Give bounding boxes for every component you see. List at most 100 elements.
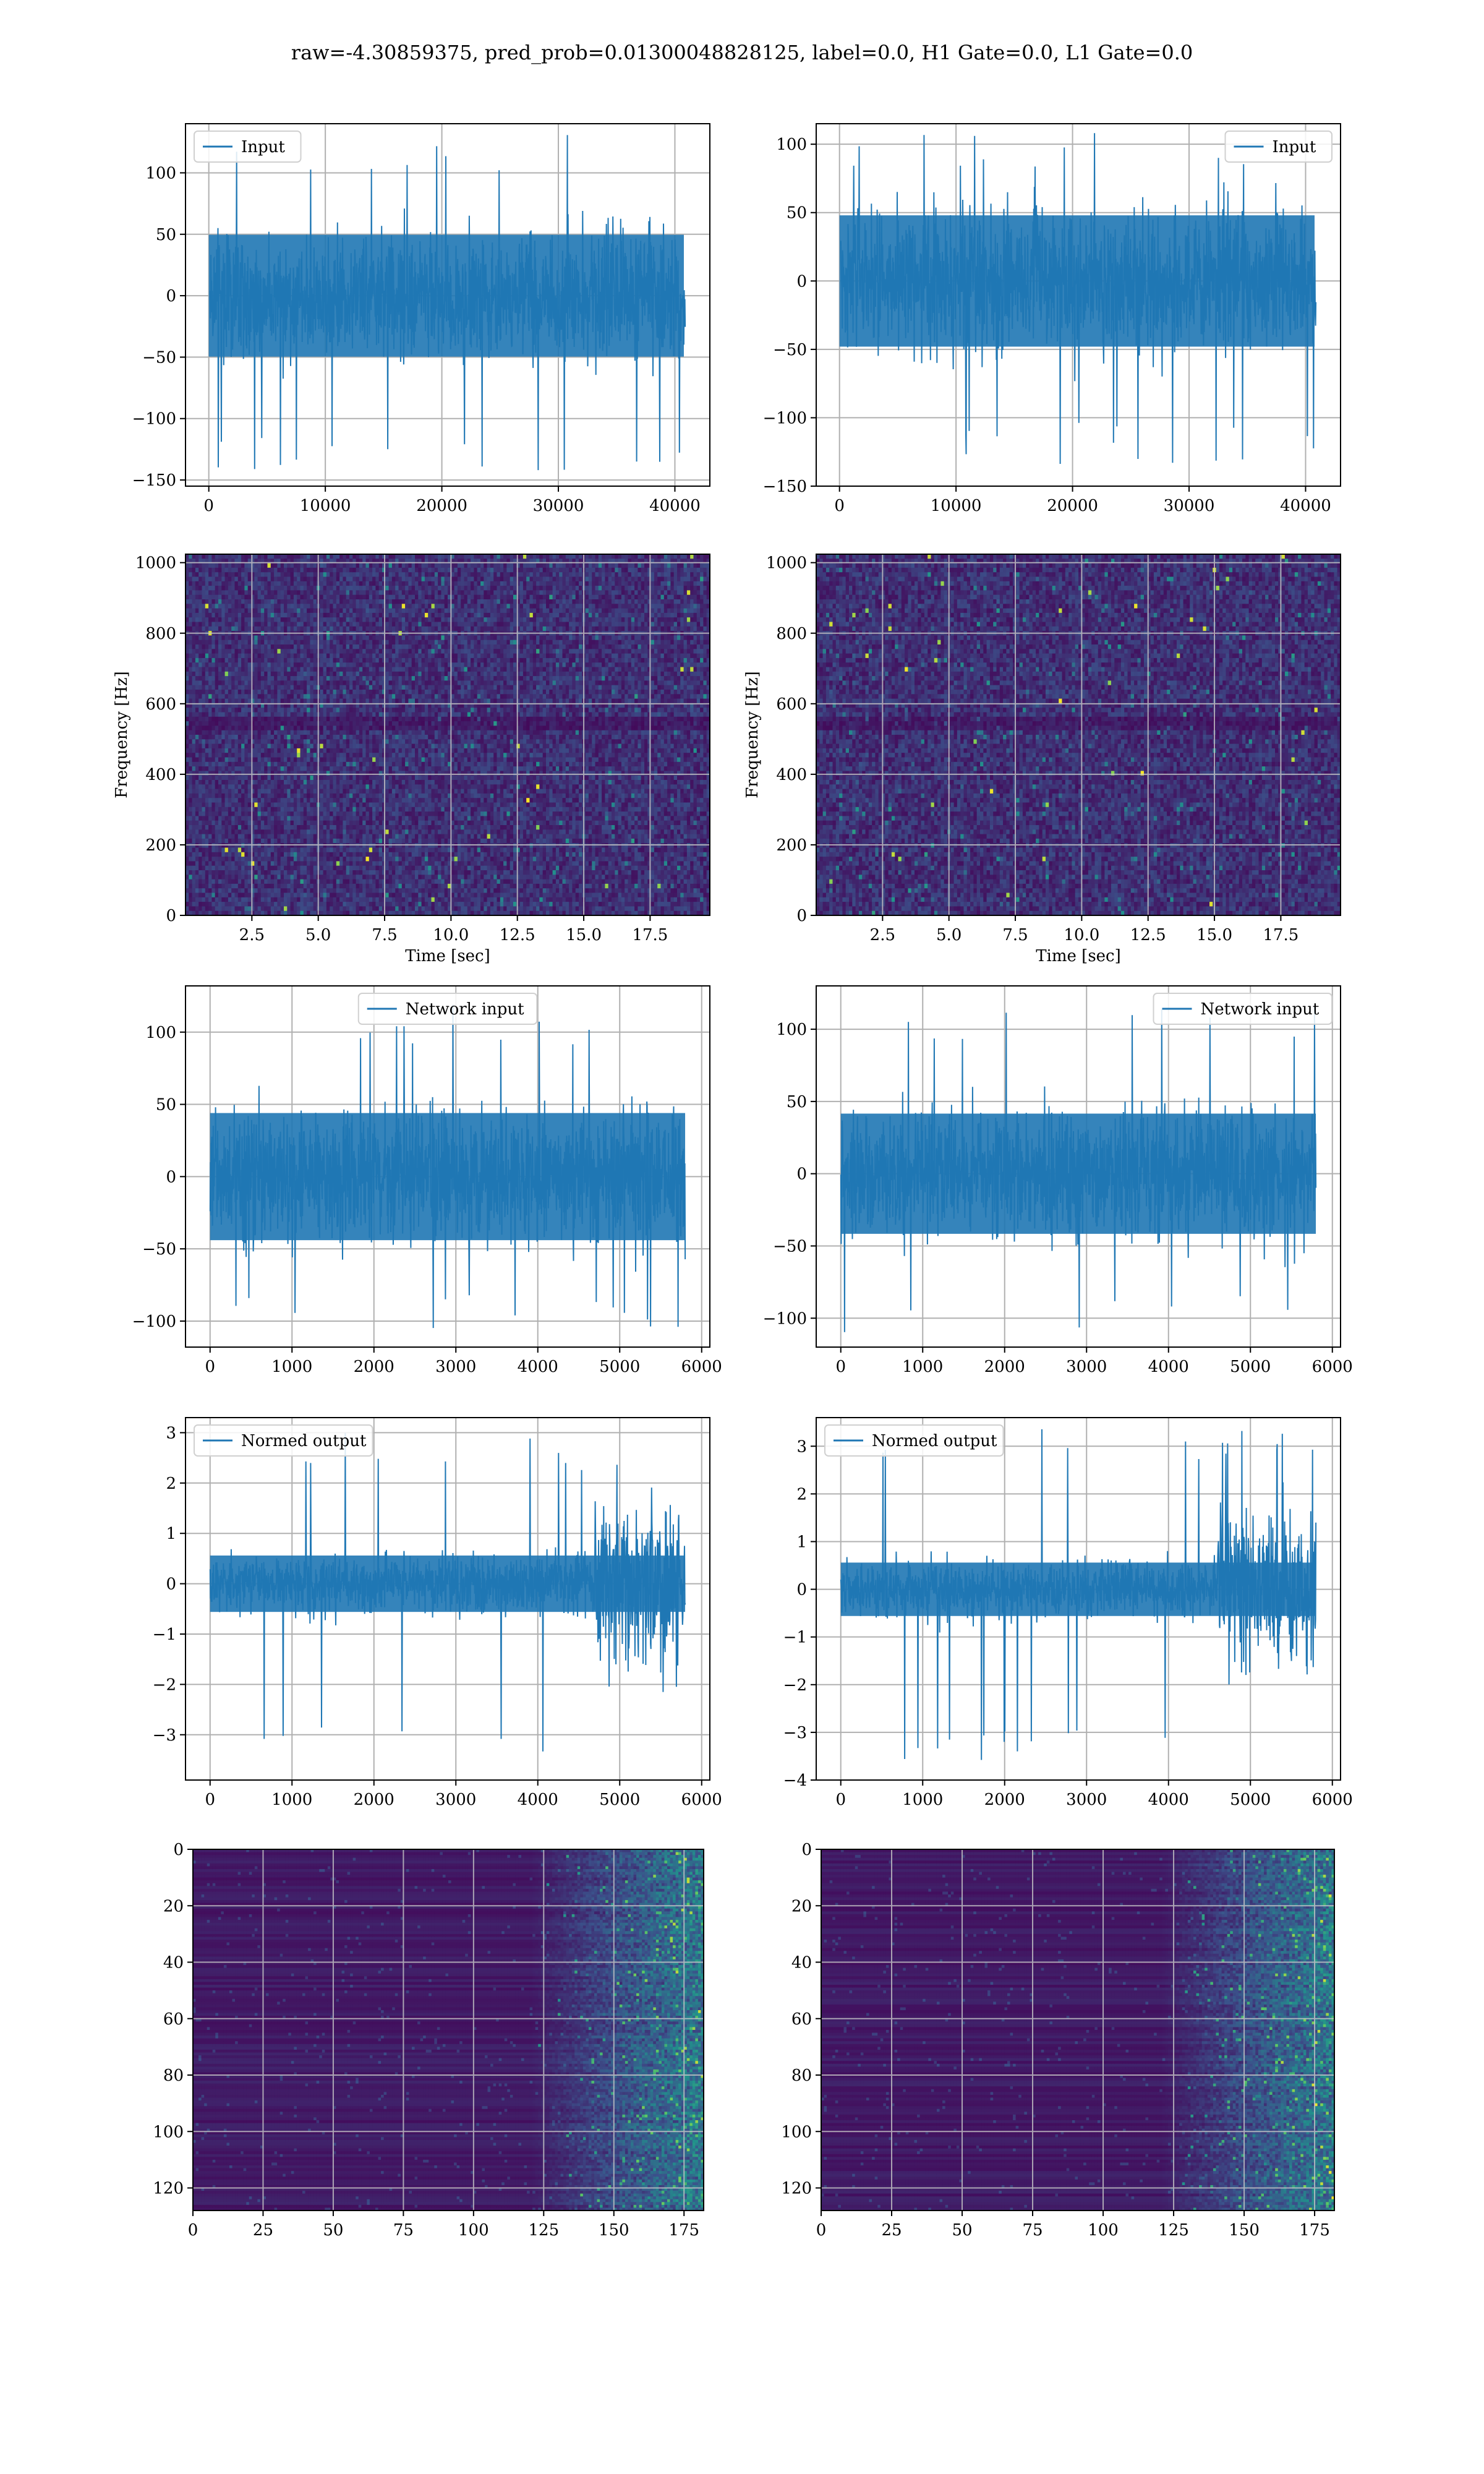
heatmap-cells (193, 1849, 704, 2211)
y-tick-label: 20 (791, 1897, 812, 1915)
y-tick-label: 800 (145, 625, 176, 643)
y-tick-label: −150 (763, 477, 807, 496)
y-tick-label: 1000 (135, 554, 176, 573)
x-tick-label: 20000 (416, 497, 467, 515)
x-tick-label: 5.0 (936, 926, 962, 944)
chart-panel-row2-right: 2.5 5.0 7.5 10.0 12.5 15.0 17.5020040060080010… (743, 554, 1341, 965)
y-tick-label: 200 (145, 836, 176, 855)
x-tick-label: 2.5 (239, 926, 265, 944)
x-tick-label: 4000 (1148, 1791, 1189, 1809)
x-tick-label: 40000 (649, 497, 701, 515)
x-tick-label: 20000 (1047, 497, 1098, 515)
x-tick-label: 2.5 (870, 926, 895, 944)
y-tick-label: 50 (787, 1093, 807, 1111)
legend-label: Normed output (241, 1432, 367, 1450)
y-tick-label: −50 (142, 348, 176, 367)
y-tick-label: 1 (166, 1525, 176, 1543)
y-tick-label: 0 (173, 1841, 184, 1859)
y-tick-label: −150 (132, 471, 176, 490)
heatmap-cells (816, 554, 1341, 916)
y-tick-label: 600 (145, 695, 176, 714)
x-tick-label: 15.0 (1196, 926, 1232, 944)
y-tick-label: 100 (145, 1024, 176, 1042)
y-tick-label: 0 (166, 907, 176, 925)
x-axis-label: Time [sec] (1036, 947, 1121, 965)
heatmap-cells (821, 1849, 1335, 2211)
x-tick-label: 17.5 (632, 926, 668, 944)
x-tick-label: 125 (1158, 2221, 1189, 2240)
legend: Input (194, 131, 301, 162)
x-tick-label: 5000 (1230, 1791, 1271, 1809)
x-tick-label: 3000 (1066, 1358, 1107, 1376)
x-axis-label: Time [sec] (405, 947, 490, 965)
y-tick-label: 50 (787, 204, 807, 223)
y-axis-label: Frequency [Hz] (743, 671, 762, 798)
x-tick-label: 2000 (354, 1358, 394, 1376)
x-tick-label: 10.0 (433, 926, 469, 944)
series-line-normed-output (841, 1429, 1316, 1760)
y-tick-label: 100 (145, 164, 176, 182)
y-tick-label: 0 (166, 287, 176, 306)
x-tick-label: 0 (834, 497, 845, 515)
y-tick-label: −3 (153, 1726, 176, 1745)
y-tick-label: 0 (796, 1581, 807, 1599)
x-tick-label: 6000 (681, 1358, 722, 1376)
y-tick-label: 3 (166, 1424, 176, 1442)
y-tick-label: 3 (796, 1437, 807, 1456)
legend-label: Network input (1201, 1000, 1320, 1019)
legend: Normed output (825, 1425, 1004, 1456)
y-tick-label: 0 (166, 1168, 176, 1186)
x-tick-label: 5000 (599, 1358, 640, 1376)
x-tick-label: 4000 (1148, 1358, 1189, 1376)
y-tick-label: 100 (776, 135, 807, 154)
x-tick-label: 10000 (931, 497, 982, 515)
x-tick-label: 40000 (1280, 497, 1331, 515)
x-tick-label: 1000 (902, 1791, 943, 1809)
y-tick-label: 2 (166, 1475, 176, 1493)
y-tick-label: 0 (796, 1165, 807, 1184)
x-tick-label: 75 (393, 2221, 414, 2240)
x-tick-label: 30000 (1164, 497, 1215, 515)
x-tick-label: 10.0 (1064, 926, 1099, 944)
x-tick-label: 2000 (354, 1791, 394, 1809)
x-tick-label: 12.5 (1130, 926, 1166, 944)
x-tick-label: 175 (1299, 2221, 1330, 2240)
y-tick-label: 40 (791, 1954, 812, 1972)
x-tick-label: 5000 (1230, 1358, 1271, 1376)
y-tick-label: −4 (783, 1771, 807, 1790)
y-tick-label: 0 (796, 907, 807, 925)
chart-panel-row3-right: 0 1000 2000 3000 4000 5000 6000−100−50050100Ne… (763, 986, 1353, 1376)
y-tick-label: 100 (776, 1021, 807, 1039)
y-tick-label: −100 (763, 409, 807, 427)
y-tick-label: −50 (773, 1237, 807, 1256)
y-tick-label: 120 (781, 2180, 812, 2198)
y-tick-label: 20 (163, 1897, 184, 1915)
y-tick-label: −100 (132, 410, 176, 429)
x-tick-label: 1000 (271, 1358, 312, 1376)
x-tick-label: 2000 (984, 1358, 1025, 1376)
y-tick-label: 800 (776, 625, 807, 643)
y-tick-label: 60 (163, 2010, 184, 2029)
x-tick-label: 3000 (435, 1791, 476, 1809)
x-tick-label: 6000 (681, 1791, 722, 1809)
x-tick-label: 175 (668, 2221, 699, 2240)
y-tick-label: 400 (145, 766, 176, 784)
x-tick-label: 100 (458, 2221, 489, 2240)
x-tick-label: 12.5 (500, 926, 535, 944)
y-tick-label: −3 (783, 1724, 807, 1742)
x-tick-label: 17.5 (1263, 926, 1298, 944)
y-tick-label: 80 (791, 2066, 812, 2085)
x-tick-label: 25 (253, 2221, 273, 2240)
x-tick-label: 2000 (984, 1791, 1025, 1809)
legend: Network input (359, 993, 537, 1024)
x-tick-label: 4000 (518, 1791, 558, 1809)
chart-panel-row1-left: 0 10000 20000 30000 40000−150−100−50050100In… (132, 124, 710, 515)
y-tick-label: −1 (153, 1625, 176, 1644)
y-tick-label: 50 (156, 1096, 176, 1115)
x-tick-label: 10000 (300, 497, 351, 515)
y-tick-label: 1 (796, 1533, 807, 1551)
